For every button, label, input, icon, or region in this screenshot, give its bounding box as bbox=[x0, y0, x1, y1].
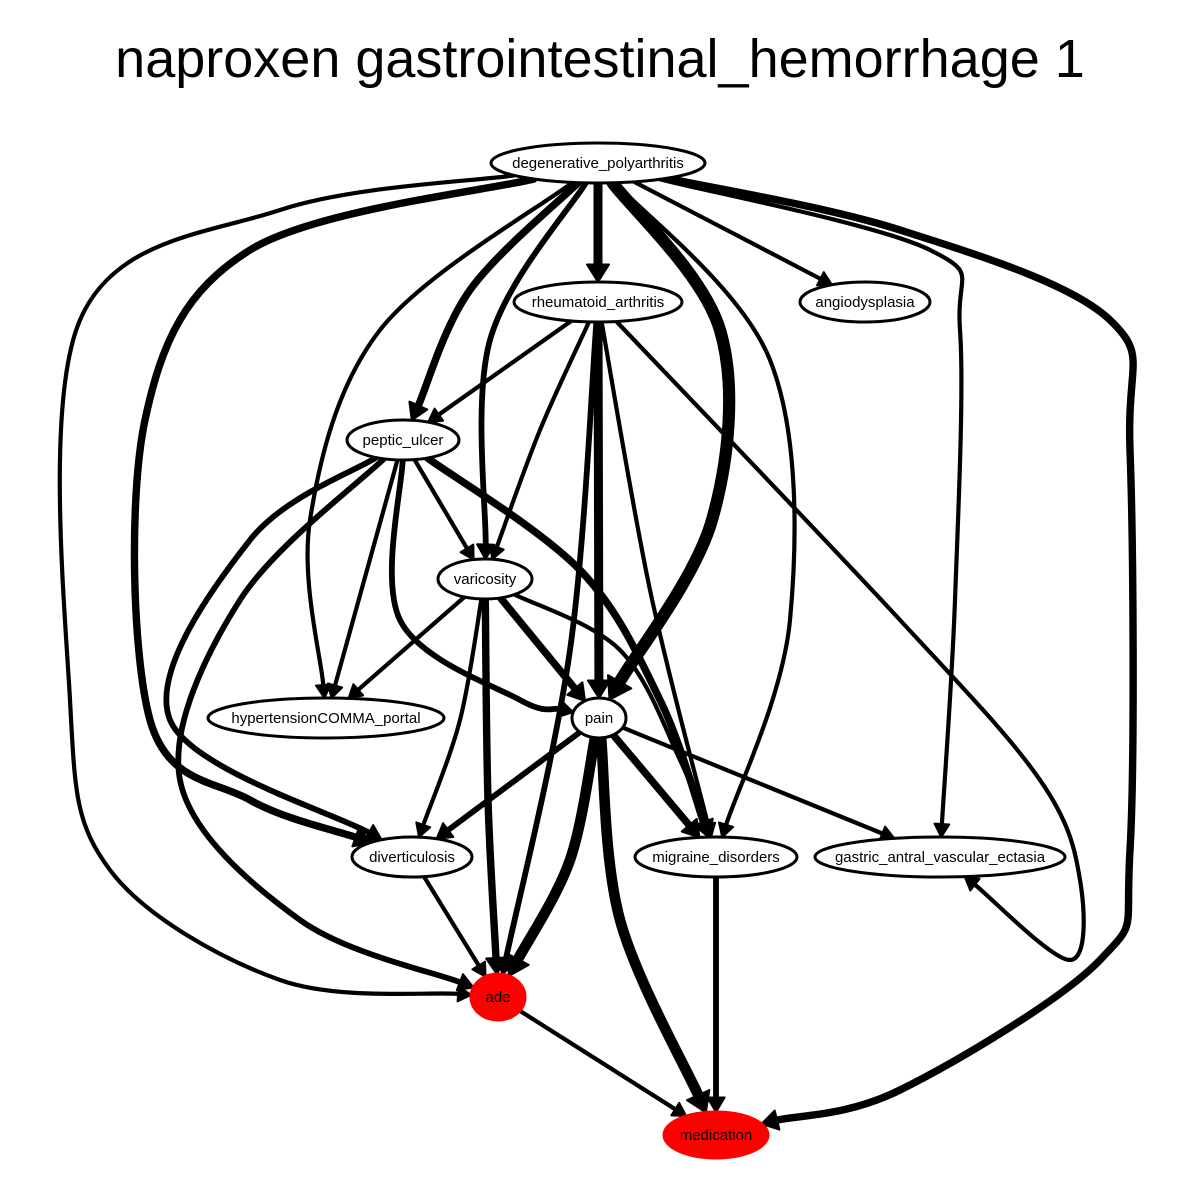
arrowhead-varicosity-to-migraine_disorders bbox=[696, 821, 712, 839]
edge-degenerative_polyarthritis-to-migraine_disorders bbox=[613, 180, 797, 827]
node-label-medication: medication bbox=[680, 1127, 753, 1144]
edge-rheumatoid_arthritis-to-pain bbox=[593, 317, 604, 685]
edge-peptic_ulcer-to-ade bbox=[175, 455, 463, 986]
node-label-hypertensionCOMMA_portal: hypertensionCOMMA_portal bbox=[231, 710, 420, 727]
edge-peptic_ulcer-to-migraine_disorders bbox=[423, 454, 708, 826]
edge-degenerative_polyarthritis-to-diverticulosis bbox=[130, 175, 538, 841]
arrowhead-varicosity-to-pain bbox=[566, 681, 586, 702]
arrowhead-peptic_ulcer-to-ade bbox=[455, 973, 475, 992]
node-shape-rheumatoid_arthritis bbox=[512, 280, 684, 324]
arrowhead-degenerative_polyarthritis-to-migraine_disorders bbox=[718, 821, 735, 839]
node-peptic_ulcer: peptic_ulcer bbox=[345, 418, 461, 462]
edge-rheumatoid_arthritis-to-peptic_ulcer bbox=[436, 318, 574, 417]
node-label-rheumatoid_arthritis: rheumatoid_arthritis bbox=[532, 294, 665, 311]
node-shape-pain bbox=[570, 696, 628, 740]
node-label-migraine_disorders: migraine_disorders bbox=[652, 849, 780, 866]
node-shape-ade bbox=[469, 972, 527, 1022]
node-degenerative_polyarthritis: degenerative_polyarthritis bbox=[489, 141, 707, 185]
node-layer: degenerative_polyarthritis rheumatoid_art… bbox=[206, 141, 1067, 1160]
arrowhead-varicosity-to-hypertensionCOMMA_portal bbox=[347, 683, 365, 700]
edge-varicosity-to-migraine_disorders bbox=[512, 592, 707, 827]
node-shape-hypertensionCOMMA_portal bbox=[206, 696, 446, 740]
node-varicosity: varicosity bbox=[436, 557, 534, 601]
node-pain: pain bbox=[570, 696, 628, 740]
node-label-degenerative_polyarthritis: degenerative_polyarthritis bbox=[512, 155, 684, 172]
arrowhead-peptic_ulcer-to-hypertensionCOMMA_portal bbox=[326, 682, 344, 699]
edge-pain-to-migraine_disorders bbox=[609, 731, 693, 829]
arrowhead-rheumatoid_arthritis-to-varicosity bbox=[488, 543, 505, 561]
arrowhead-degenerative_polyarthritis-to-medication bbox=[760, 1109, 781, 1131]
node-shape-medication bbox=[662, 1110, 770, 1160]
edge-peptic_ulcer-to-pain bbox=[388, 457, 562, 713]
edge-rheumatoid_arthritis-to-migraine_disorders bbox=[599, 319, 710, 827]
node-label-peptic_ulcer: peptic_ulcer bbox=[363, 432, 444, 449]
arrowhead-migraine_disorders-to-medication bbox=[706, 1096, 726, 1113]
arrowhead-degenerative_polyarthritis-to-peptic_ulcer bbox=[408, 400, 429, 422]
edge-peptic_ulcer-to-hypertensionCOMMA_portal bbox=[332, 457, 400, 688]
arrowhead-pain-to-medication bbox=[686, 1089, 711, 1114]
arrowhead-ade-to-medication bbox=[670, 1101, 688, 1118]
edge-degenerative_polyarthritis-to-peptic_ulcer bbox=[414, 179, 582, 410]
node-shape-diverticulosis bbox=[350, 835, 474, 879]
edge-rheumatoid_arthritis-to-ade bbox=[502, 319, 600, 964]
node-shape-migraine_disorders bbox=[633, 835, 799, 879]
edge-pain-to-ade bbox=[512, 732, 601, 965]
edge-pain-to-medication bbox=[595, 732, 704, 1101]
node-shape-angiodysplasia bbox=[798, 280, 932, 324]
arrowhead-pain-to-migraine_disorders bbox=[680, 817, 701, 839]
edge-peptic_ulcer-to-diverticulosis bbox=[163, 454, 379, 836]
node-shape-varicosity bbox=[436, 557, 534, 601]
edge-ade-to-medication bbox=[517, 1008, 678, 1112]
node-label-diverticulosis: diverticulosis bbox=[369, 849, 455, 866]
node-migraine_disorders: migraine_disorders bbox=[633, 835, 799, 879]
edge-degenerative_polyarthritis-to-angiodysplasia bbox=[632, 179, 823, 281]
arrowhead-rheumatoid_arthritis-to-pain bbox=[586, 679, 611, 699]
node-label-varicosity: varicosity bbox=[454, 571, 517, 588]
node-diverticulosis: diverticulosis bbox=[350, 835, 474, 879]
edge-degenerative_polyarthritis-to-hypertensionCOMMA_portal bbox=[305, 180, 575, 688]
edge-degenerative_polyarthritis-to-pain bbox=[606, 176, 736, 688]
graph-title: naproxen gastrointestinal_hemorrhage 1 bbox=[115, 29, 1085, 89]
node-label-ade: ade bbox=[485, 989, 510, 1006]
edge-degenerative_polyarthritis-to-medication bbox=[663, 174, 1137, 1124]
edge-diverticulosis-to-ade bbox=[421, 874, 481, 968]
arrowhead-varicosity-to-ade bbox=[485, 956, 507, 975]
arrowhead-varicosity-to-diverticulosis bbox=[415, 821, 432, 839]
arrowhead-peptic_ulcer-to-pain bbox=[556, 699, 575, 719]
node-angiodysplasia: angiodysplasia bbox=[798, 280, 932, 324]
edge-rheumatoid_arthritis-to-gastric_antral_vascular_ectasia bbox=[614, 319, 1086, 963]
node-gastric_antral_vascular_ectasia: gastric_antral_vascular_ectasia bbox=[813, 835, 1067, 879]
arrowhead-degenerative_polyarthritis-to-rheumatoid_arthritis bbox=[586, 263, 610, 283]
node-rheumatoid_arthritis: rheumatoid_arthritis bbox=[512, 280, 684, 324]
edge-peptic_ulcer-to-varicosity bbox=[412, 457, 470, 551]
arrowhead-degenerative_polyarthritis-to-pain bbox=[607, 674, 633, 701]
edge-varicosity-to-ade bbox=[481, 595, 500, 962]
node-shape-peptic_ulcer bbox=[345, 418, 461, 462]
arrowhead-degenerative_polyarthritis-to-hypertensionCOMMA_portal bbox=[315, 683, 332, 699]
edge-varicosity-to-pain bbox=[496, 594, 579, 693]
arrowhead-rheumatoid_arthritis-to-peptic_ulcer bbox=[427, 407, 445, 424]
node-shape-gastric_antral_vascular_ectasia bbox=[813, 835, 1067, 879]
node-label-pain: pain bbox=[585, 710, 613, 727]
node-hypertensionCOMMA_portal: hypertensionCOMMA_portal bbox=[206, 696, 446, 740]
edge-pain-to-gastric_antral_vascular_ectasia bbox=[620, 725, 885, 836]
node-label-angiodysplasia: angiodysplasia bbox=[815, 294, 915, 311]
node-ade: ade bbox=[469, 972, 527, 1022]
edge-layer bbox=[57, 173, 1137, 1131]
edge-varicosity-to-diverticulosis bbox=[421, 596, 484, 827]
arrowhead-degenerative_polyarthritis-to-gastric_antral_vascular_ectasia bbox=[933, 822, 951, 838]
arrowhead-peptic_ulcer-to-diverticulosis bbox=[363, 824, 383, 842]
arrowhead-peptic_ulcer-to-varicosity bbox=[459, 543, 475, 561]
node-label-gastric_antral_vascular_ectasia: gastric_antral_vascular_ectasia bbox=[835, 849, 1046, 866]
arrowhead-diverticulosis-to-ade bbox=[471, 960, 487, 978]
edge-pain-to-diverticulosis bbox=[445, 729, 583, 833]
node-shape-degenerative_polyarthritis bbox=[489, 141, 707, 185]
arrowhead-pain-to-diverticulosis bbox=[435, 822, 455, 840]
node-medication: medication bbox=[662, 1110, 770, 1160]
arrowhead-pain-to-ade bbox=[506, 952, 530, 977]
edge-degenerative_polyarthritis-to-ade bbox=[57, 173, 517, 997]
edge-varicosity-to-hypertensionCOMMA_portal bbox=[356, 594, 467, 692]
edge-rheumatoid_arthritis-to-varicosity bbox=[494, 319, 592, 550]
